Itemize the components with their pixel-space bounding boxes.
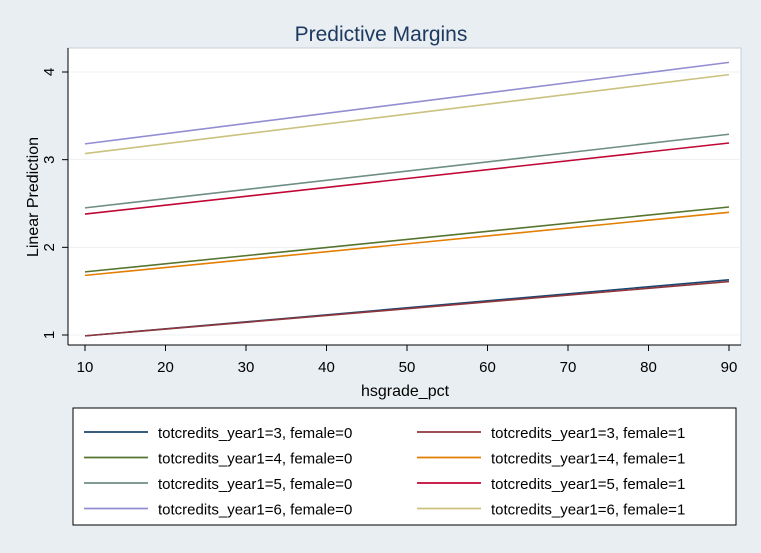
legend-label: totcredits_year1=6, female=0 xyxy=(158,502,352,519)
series-line-5 xyxy=(84,133,730,209)
x-tick-label: 80 xyxy=(640,359,657,376)
x-tick-label: 40 xyxy=(318,359,335,376)
legend-label: totcredits_year1=5, female=1 xyxy=(491,476,685,493)
legend-label: totcredits_year1=4, female=0 xyxy=(158,451,352,468)
legend-label: totcredits_year1=3, female=1 xyxy=(491,425,685,442)
y-tick-label: 3 xyxy=(41,155,58,163)
x-axis-label: hsgrade_pct xyxy=(361,383,450,400)
y-tick-label: 2 xyxy=(41,243,58,251)
series-line-7 xyxy=(84,61,730,145)
chart-title: Predictive Margins xyxy=(295,23,468,46)
x-tick-label: 60 xyxy=(479,359,496,376)
series-line-8 xyxy=(84,73,730,155)
x-tick-label: 50 xyxy=(399,359,416,376)
legend: totcredits_year1=3, female=0 totcredits_y… xyxy=(84,425,685,519)
legend-label: totcredits_year1=4, female=1 xyxy=(491,451,685,468)
series-line-2 xyxy=(84,280,730,337)
x-tick-label: 70 xyxy=(560,359,577,376)
y-axis: 1 2 3 4 xyxy=(41,48,69,345)
x-axis: 10 20 30 40 50 60 70 80 90 xyxy=(68,344,741,376)
y-tick-label: 4 xyxy=(41,68,58,76)
y-axis-label: Linear Prediction xyxy=(25,137,42,257)
legend-box xyxy=(72,407,737,526)
grid-lines xyxy=(68,71,741,336)
y-tick-label: 1 xyxy=(41,331,58,339)
x-tick-label: 90 xyxy=(721,359,738,376)
legend-label: totcredits_year1=5, female=0 xyxy=(158,476,352,493)
series-line-6 xyxy=(84,142,730,215)
x-tick-label: 20 xyxy=(157,359,174,376)
x-tick-label: 30 xyxy=(238,359,255,376)
x-tick-label: 10 xyxy=(77,359,94,376)
series-line-3 xyxy=(84,206,730,273)
series-lines xyxy=(84,61,730,337)
plot-area xyxy=(67,47,742,346)
series-line-4 xyxy=(84,211,730,277)
legend-label: totcredits_year1=3, female=0 xyxy=(158,425,352,442)
legend-label: totcredits_year1=6, female=1 xyxy=(491,502,685,519)
